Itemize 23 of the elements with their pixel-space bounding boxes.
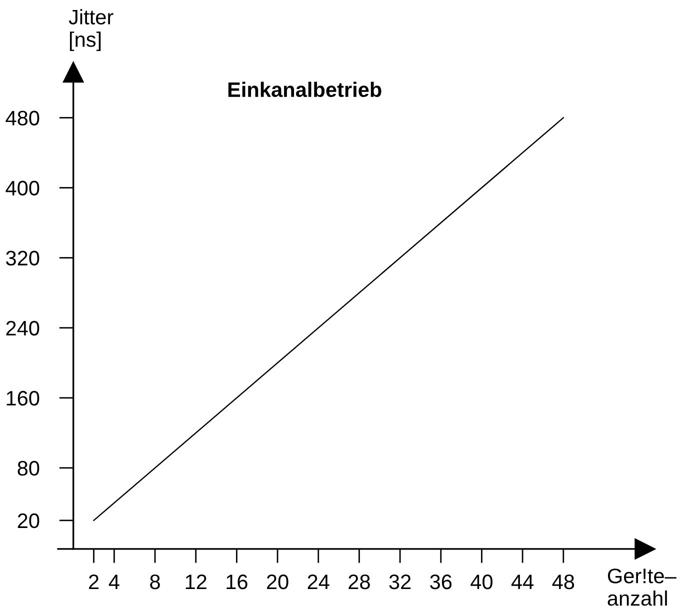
x-tick-label: 48 (552, 574, 574, 590)
x-tick-label: 8 (150, 574, 160, 590)
x-tick-label: 40 (470, 574, 492, 590)
y-tick-label: 400 (6, 180, 40, 196)
x-tick-label: 28 (348, 574, 370, 590)
x-tick-label: 36 (430, 574, 452, 590)
y-tick-label: 240 (6, 320, 40, 336)
y-tick-label: 160 (6, 390, 40, 406)
chart-title: Einkanalbetrieb (228, 82, 382, 98)
y-tick-label: 320 (6, 250, 40, 266)
x-axis-title: Ger!te– anzahl (608, 568, 676, 606)
y-tick-label: 480 (6, 110, 40, 126)
y-axis-title: Jitter [ns] (68, 9, 114, 52)
x-tick-label: 20 (266, 574, 288, 590)
x-tick-label: 44 (511, 574, 534, 590)
x-tick-label: 16 (226, 574, 248, 590)
x-tick-label: 24 (308, 574, 330, 590)
x-tick-label: 32 (389, 574, 411, 590)
x-tick-label: 2 (89, 574, 98, 590)
x-tick-label: 4 (108, 574, 120, 590)
x-tick-label: 12 (186, 574, 206, 590)
y-tick-label: 20 (18, 513, 40, 528)
y-tick-label: 80 (18, 460, 40, 476)
